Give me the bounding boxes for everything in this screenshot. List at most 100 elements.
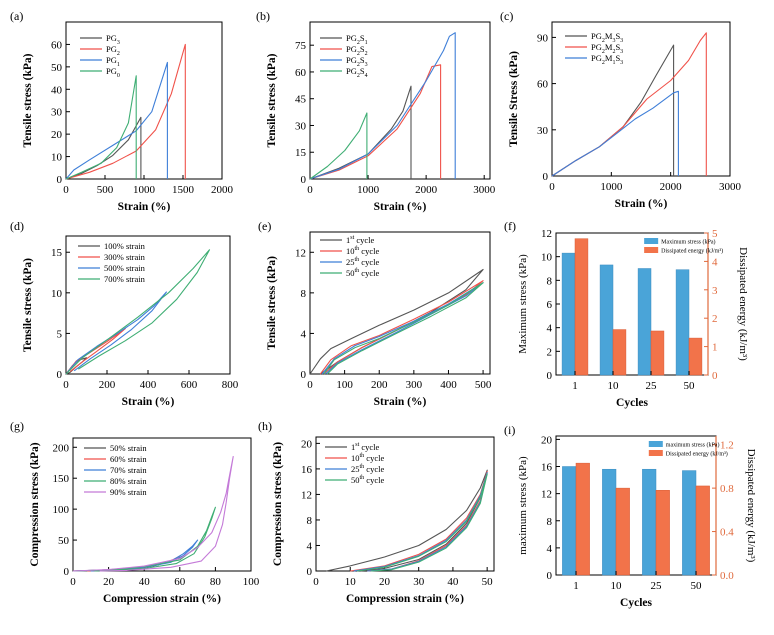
y-tick-label: 12 <box>301 489 312 501</box>
legend-label: PG0 <box>106 66 120 79</box>
series-line <box>72 456 234 572</box>
plot-frame <box>65 21 223 180</box>
series-line <box>65 43 186 180</box>
x-tick-label: 2000 <box>660 181 683 193</box>
y-tick-label: 60 <box>295 67 307 79</box>
y-tick-label: 40 <box>51 84 63 96</box>
x-tick-label: 100 <box>243 576 260 588</box>
series-line <box>326 469 488 572</box>
series-line <box>551 90 679 177</box>
y-tick-label: 16 <box>541 462 553 474</box>
x-tick-label: 3000 <box>473 184 496 196</box>
y-tick-label: 30 <box>51 107 63 119</box>
y-tick-label: 4 <box>547 323 553 335</box>
y-tick-label: 2 <box>547 346 553 358</box>
y-tick-label: 5 <box>57 328 63 340</box>
y-tick-label: 0 <box>547 570 553 582</box>
x-tick-label: 500 <box>475 379 492 391</box>
legend-label: PG2 <box>106 44 120 57</box>
y-axis-label: Tensile stress (kPa) <box>22 258 34 352</box>
x-axis-label: Compression strain (%) <box>346 593 464 605</box>
y-tick-label: 15 <box>51 247 63 259</box>
series-line <box>65 249 211 375</box>
y2-tick-label: 0.4 <box>720 527 734 539</box>
x-tick-label: 20 <box>103 576 115 588</box>
legend-label: Maximum stress (kPa) <box>661 239 715 246</box>
plot-frame <box>551 21 731 177</box>
x-tick-label: 50 <box>691 580 703 592</box>
legend-label: PG2S1 <box>346 33 368 46</box>
y-tick-label: 0 <box>307 566 313 578</box>
panel-label: (e) <box>258 219 271 233</box>
x-tick-label: 0 <box>313 576 319 588</box>
legend-label: 25th cycle <box>351 464 384 474</box>
y-tick-label: 30 <box>537 125 549 137</box>
y2-tick-label: 5 <box>712 228 718 240</box>
series-line <box>65 61 168 180</box>
series-line <box>309 85 412 180</box>
y-tick-label: 4 <box>307 540 313 552</box>
legend-label: PG1 <box>106 55 120 68</box>
panel-i-axes: 0 4 8 12 16 20 0.0 0.4 0.8 1.2 1 10 25 50 maximum stre… <box>504 423 757 609</box>
legend-label: 1st cycle <box>346 235 375 245</box>
panel-label: (h) <box>258 419 272 433</box>
x-tick-label: 50 <box>684 380 696 392</box>
y-tick-label: 90 <box>537 32 549 44</box>
y-tick-label: 12 <box>295 247 306 259</box>
y-tick-label: 30 <box>295 120 307 132</box>
bar <box>695 485 710 576</box>
x-tick-label: 1000 <box>133 184 156 196</box>
x-tick-label: 1000 <box>600 181 623 193</box>
y-tick-label: 50 <box>58 535 70 547</box>
x-tick-label: 600 <box>181 379 198 391</box>
y-tick-label: 12 <box>541 489 552 501</box>
x-tick-label: 400 <box>440 379 457 391</box>
legend-swatch <box>648 441 663 447</box>
legend-label: 50th cycle <box>351 475 384 485</box>
x-tick-label: 25 <box>646 380 658 392</box>
legend-label: 1st cycle <box>351 442 380 452</box>
bar <box>562 466 577 576</box>
x-tick-label: 1 <box>573 580 579 592</box>
y-tick-label: 0 <box>57 174 63 186</box>
legend-label: 60% strain <box>110 454 147 464</box>
x-tick-label: 10 <box>345 576 357 588</box>
x-tick-label: 300 <box>406 379 423 391</box>
series-line <box>357 473 488 572</box>
y2-tick-label: 1 <box>712 342 718 354</box>
y-tick-label: 20 <box>541 434 553 446</box>
y2-tick-label: 1.2 <box>720 440 734 452</box>
y-axis-label: Compression stress (kPa) <box>29 442 41 566</box>
y-tick-label: 20 <box>51 129 63 141</box>
legend-label: PG3 <box>106 33 120 46</box>
y-tick-label: 0 <box>301 369 307 381</box>
bar <box>602 468 617 576</box>
y2-tick-label: 0.8 <box>720 483 734 495</box>
x-tick-label: 200 <box>371 379 388 391</box>
series-line <box>65 116 142 180</box>
panel-a-axes: 0 500 1000 1500 2000 0 10 20 30 40 50 60 PG3PG2PG1PG… <box>10 9 234 213</box>
x-tick-label: 40 <box>139 576 151 588</box>
x-tick-label: 0 <box>549 181 555 193</box>
x-tick-label: 100 <box>336 379 353 391</box>
y-tick-label: 200 <box>53 442 70 454</box>
y-tick-label: 10 <box>51 288 63 300</box>
bar <box>615 487 630 576</box>
y-tick-label: 100 <box>53 504 70 516</box>
legend-label: PG2M3S3 <box>591 31 623 44</box>
y2-tick-label: 0 <box>712 370 718 382</box>
legend-label: 300% strain <box>104 252 146 262</box>
x-tick-label: 60 <box>174 576 186 588</box>
series-line <box>321 282 484 375</box>
bar <box>599 264 614 376</box>
x-tick-label: 0 <box>63 184 69 196</box>
y-tick-label: 10 <box>541 252 553 264</box>
panel-c-axes: 0 1000 2000 3000 0 30 60 90 PG2M3S3PG2M2S3PG2M1S… <box>500 9 742 210</box>
x-tick-label: 1000 <box>357 184 380 196</box>
x-tick-label: 25 <box>651 580 663 592</box>
x-tick-label: 50 <box>482 576 494 588</box>
x-tick-label: 40 <box>447 576 459 588</box>
